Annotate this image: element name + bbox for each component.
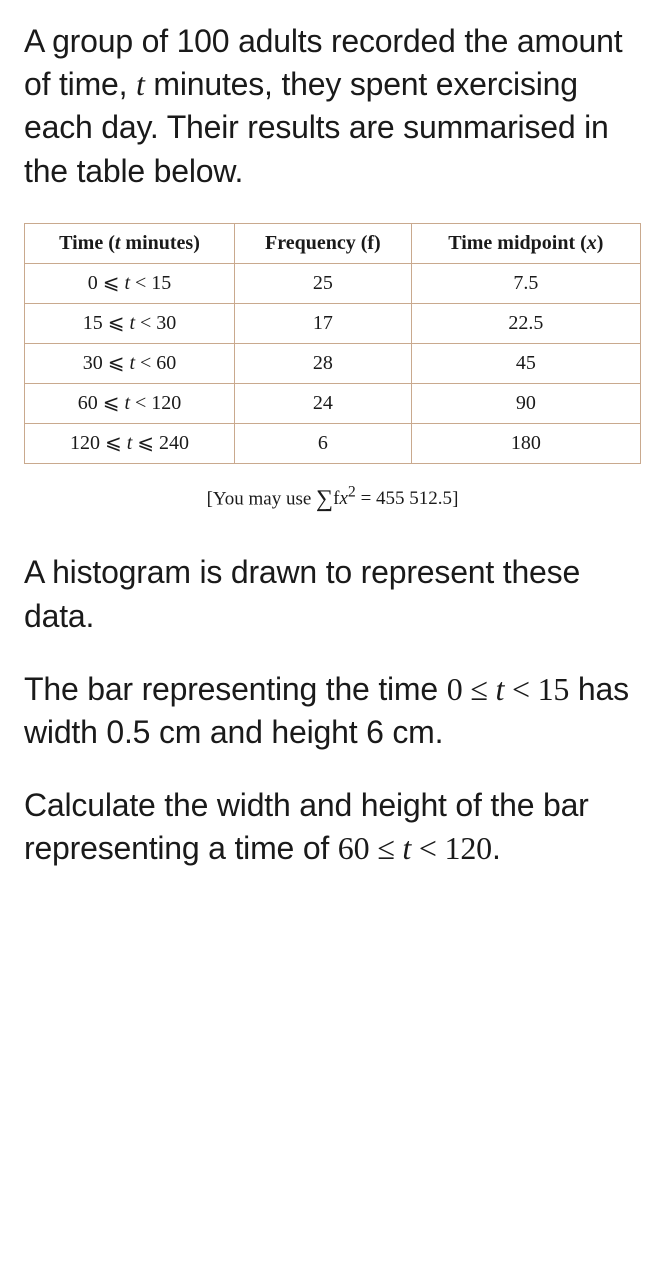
hint-expr: ∑fx2 = 455 512.5	[316, 488, 452, 509]
cell-midpoint: 180	[411, 423, 640, 463]
range-60-120: 60 ≤ t < 120	[338, 830, 492, 866]
cell-frequency: 17	[235, 303, 412, 343]
intro-paragraph: A group of 100 adults recorded the amoun…	[24, 20, 641, 193]
cell-midpoint: 90	[411, 383, 640, 423]
question-paragraph: Calculate the width and height of the ba…	[24, 784, 641, 870]
cell-frequency: 6	[235, 423, 412, 463]
table-row: 60 ⩽ t < 1202490	[25, 383, 641, 423]
table-row: 30 ⩽ t < 602845	[25, 343, 641, 383]
col-frequency: Frequency (f)	[235, 223, 412, 263]
cell-midpoint: 22.5	[411, 303, 640, 343]
given-bar-paragraph: The bar representing the time 0 ≤ t < 15…	[24, 668, 641, 754]
table-row: 120 ⩽ t ⩽ 2406180	[25, 423, 641, 463]
hint-line: [You may use ∑fx2 = 455 512.5]	[24, 482, 641, 516]
cell-range: 30 ⩽ t < 60	[25, 343, 235, 383]
histogram-paragraph: A histogram is drawn to represent these …	[24, 551, 641, 637]
frequency-table: Time (t minutes) Frequency (f) Time midp…	[24, 223, 641, 464]
range-0-15: 0 ≤ t < 15	[447, 671, 570, 707]
cell-frequency: 24	[235, 383, 412, 423]
cell-midpoint: 7.5	[411, 263, 640, 303]
intro-var: t	[136, 66, 145, 102]
cell-range: 120 ⩽ t ⩽ 240	[25, 423, 235, 463]
cell-range: 0 ⩽ t < 15	[25, 263, 235, 303]
table-row: 0 ⩽ t < 15257.5	[25, 263, 641, 303]
cell-midpoint: 45	[411, 343, 640, 383]
cell-range: 60 ⩽ t < 120	[25, 383, 235, 423]
col-time: Time (t minutes)	[25, 223, 235, 263]
cell-range: 15 ⩽ t < 30	[25, 303, 235, 343]
cell-frequency: 28	[235, 343, 412, 383]
col-midpoint: Time midpoint (x)	[411, 223, 640, 263]
cell-frequency: 25	[235, 263, 412, 303]
table-row: 15 ⩽ t < 301722.5	[25, 303, 641, 343]
table-header-row: Time (t minutes) Frequency (f) Time midp…	[25, 223, 641, 263]
